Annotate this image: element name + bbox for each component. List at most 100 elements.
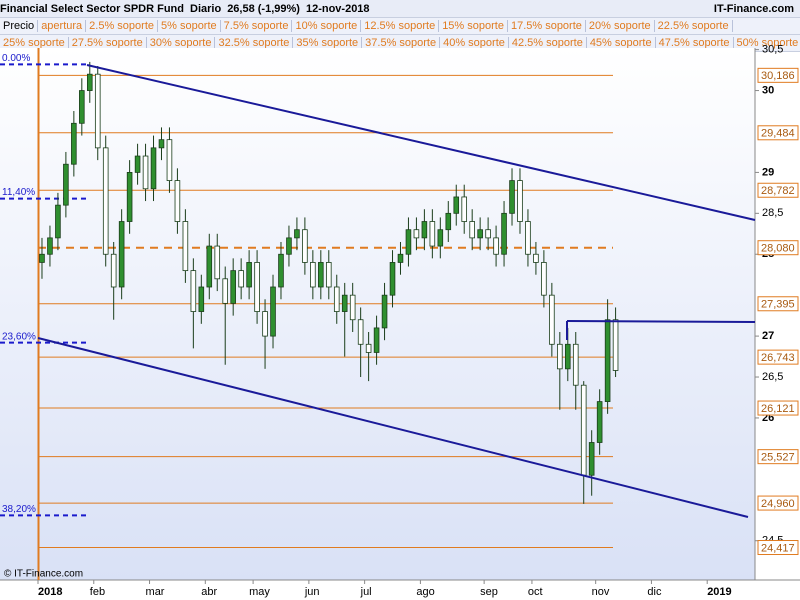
candle-body: [469, 221, 475, 239]
fib-label: 23,60%: [2, 331, 36, 342]
candle-body: [365, 343, 372, 353]
candle-body: [333, 286, 340, 312]
candle-body: [79, 90, 85, 124]
candle-body: [118, 221, 125, 288]
level-label: 26,121: [761, 403, 795, 415]
candle-body: [86, 73, 93, 91]
x-tick-label: mar: [146, 586, 165, 598]
trend-line: [566, 320, 756, 323]
candle-body: [557, 343, 563, 370]
fib-label: 0.00%: [2, 53, 30, 64]
brand: IT-Finance.com: [713, 2, 794, 15]
candle-body: [238, 270, 244, 288]
legend-item: 20% soporte: [586, 20, 655, 32]
level-box: [757, 349, 799, 365]
candle-body: [357, 319, 364, 345]
candle-body: [461, 196, 468, 222]
period: Diario: [190, 2, 222, 15]
legend-item: 25% soporte: [0, 37, 69, 49]
legend-row: 25% soporte 27.5% soporte 30% soporte 32.5%…: [0, 35, 800, 52]
candle-body: [596, 401, 603, 443]
candle-body: [564, 343, 571, 370]
legend-row: Precio apertura 2.5% soporte 5% soporte 7.5%…: [0, 18, 800, 35]
legend-item: 17.5% soporte: [508, 20, 586, 32]
level-label: 27,395: [761, 299, 795, 311]
x-tick-label: abr: [201, 586, 217, 598]
y-tick-label: 30,5: [762, 44, 783, 56]
candle-body: [158, 139, 165, 149]
x-tick-label: 2018: [38, 586, 62, 598]
trend-line: [37, 337, 749, 518]
legend-item: 27.5% soporte: [69, 37, 147, 49]
candle-body: [174, 180, 181, 222]
candle-body: [110, 253, 117, 288]
candle-body: [246, 262, 252, 288]
candle-body: [294, 229, 300, 239]
candle-body: [453, 196, 460, 214]
candle-body: [517, 180, 523, 222]
legend-item: 2.5% soporte: [86, 20, 158, 32]
level-box: [757, 240, 799, 256]
legend-item: 22.5% soporte: [655, 20, 733, 32]
level-box: [757, 182, 799, 198]
candle-body: [190, 270, 197, 312]
x-tick-label: may: [249, 586, 270, 598]
candle-body: [206, 245, 213, 288]
candle-body: [413, 229, 420, 239]
candle-body: [134, 155, 141, 173]
x-tick-label: ago: [416, 586, 434, 598]
level-label: 25,527: [761, 452, 795, 464]
candle-body: [349, 294, 356, 321]
x-tick-label: feb: [90, 586, 105, 598]
legend-item: 37.5% soporte: [362, 37, 441, 49]
candle-body: [102, 147, 109, 255]
candle-body: [39, 253, 45, 263]
level-label: 24,417: [761, 542, 795, 554]
candle-body: [55, 204, 61, 239]
level-box: [757, 400, 799, 416]
legend-item: 45% soporte: [587, 37, 656, 49]
x-tick-label: nov: [592, 586, 610, 598]
candle-body: [405, 229, 412, 255]
level-label: 28,782: [761, 185, 795, 197]
level-label: 28,080: [761, 243, 795, 255]
x-tick-label: jun: [304, 586, 320, 598]
candle-body: [389, 262, 396, 296]
candle-body: [580, 384, 587, 476]
legend-label: Precio: [0, 20, 39, 32]
candle-body: [63, 163, 69, 206]
trend-line: [86, 64, 756, 221]
y-tick-label: 26,5: [762, 371, 783, 383]
candle-body: [286, 237, 292, 255]
candle-body: [270, 286, 276, 337]
x-tick-label: sep: [480, 586, 498, 598]
candle-body: [533, 253, 539, 263]
candle-body: [166, 139, 173, 181]
candle-body: [71, 122, 77, 165]
candle-body: [437, 229, 444, 247]
level-label: 24,960: [761, 498, 795, 510]
candle-body: [94, 73, 101, 149]
candle-body: [254, 262, 260, 312]
candle-body: [485, 229, 491, 239]
x-tick-label: dic: [647, 586, 662, 598]
candle-body: [182, 221, 189, 272]
x-tick-label: oct: [528, 586, 543, 598]
legend-item: 5% soporte: [158, 20, 221, 32]
toolbar: Financial Select Sector SPDR Fund Diario…: [0, 0, 800, 52]
candle-body: [341, 294, 348, 312]
candle-body: [302, 229, 308, 263]
candle-body: [612, 319, 619, 371]
level-box: [757, 125, 799, 141]
candle-body: [373, 327, 380, 353]
candle-body: [421, 221, 428, 239]
plot-background: [0, 48, 755, 580]
candle-body: [222, 278, 229, 304]
candle-body: [549, 294, 555, 345]
level-label: 26,743: [761, 352, 795, 364]
candle-body: [310, 262, 316, 288]
candle-body: [142, 155, 149, 190]
legend-item: 50% soporte: [734, 37, 800, 49]
